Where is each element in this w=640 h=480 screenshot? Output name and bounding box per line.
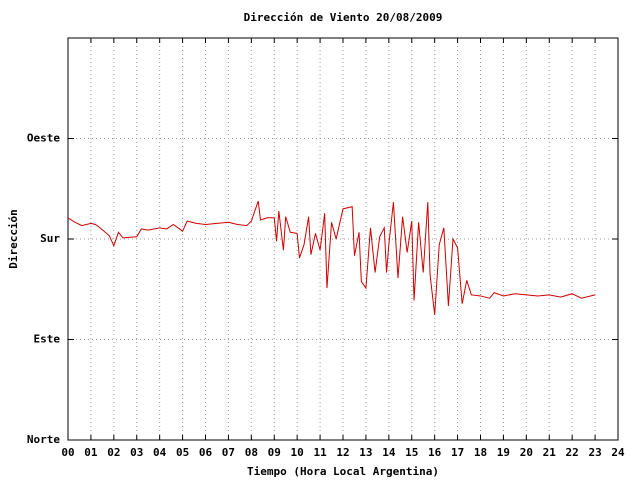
data-line: [67, 200, 596, 315]
x-tick-label: 20: [520, 446, 533, 459]
x-tick-label: 13: [359, 446, 372, 459]
x-tick-label: 14: [382, 446, 396, 459]
x-tick-label: 07: [222, 446, 235, 459]
y-tick-label: Norte: [27, 433, 60, 446]
x-tick-label: 01: [84, 446, 98, 459]
x-tick-label: 19: [497, 446, 510, 459]
x-tick-label: 03: [130, 446, 143, 459]
x-tick-label: 23: [588, 446, 601, 459]
x-tick-label: 18: [474, 446, 487, 459]
x-tick-label: 24: [611, 446, 625, 459]
x-tick-label: 22: [566, 446, 579, 459]
x-tick-label: 06: [199, 446, 213, 459]
x-tick-label: 17: [451, 446, 464, 459]
x-tick-label: 16: [428, 446, 442, 459]
y-tick-label: Oeste: [27, 132, 60, 145]
x-tick-label: 08: [245, 446, 258, 459]
x-tick-label: 04: [153, 446, 167, 459]
y-tick-label: Este: [34, 333, 61, 346]
x-tick-label: 15: [405, 446, 418, 459]
y-axis-label: Dirección: [7, 209, 20, 269]
x-tick-label: 10: [291, 446, 304, 459]
x-tick-label: 11: [313, 446, 327, 459]
x-tick-label: 21: [543, 446, 557, 459]
y-tick-label: Sur: [40, 232, 60, 245]
chart-title: Dirección de Viento 20/08/2009: [244, 11, 443, 24]
x-axis-label: Tiempo (Hora Local Argentina): [247, 465, 439, 478]
x-tick-label: 09: [268, 446, 281, 459]
x-tick-label: 12: [336, 446, 349, 459]
x-tick-label: 00: [61, 446, 74, 459]
x-tick-label: 02: [107, 446, 120, 459]
x-tick-label: 05: [176, 446, 189, 459]
